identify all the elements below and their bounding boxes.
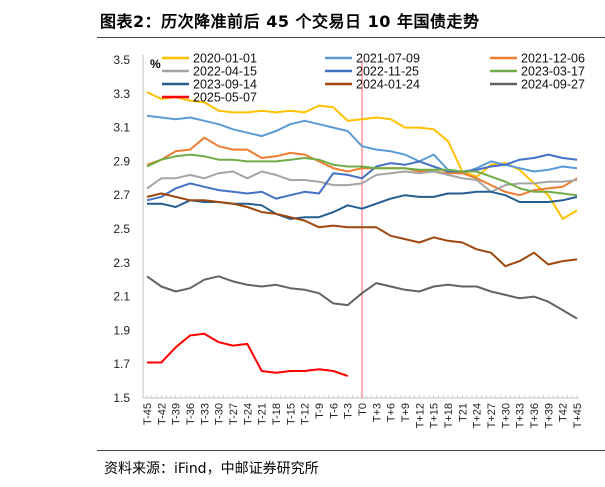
legend-label: 2022-11-25 <box>356 65 419 79</box>
x-tick-label: T21 <box>457 403 469 422</box>
series-line-2020-01-01 <box>146 91 578 220</box>
y-tick-label: 2.5 <box>113 222 130 236</box>
x-tick-label: T-36 <box>185 403 197 425</box>
series-line-2022-04-15 <box>146 170 578 193</box>
series-line-2024-09-27 <box>146 275 578 320</box>
x-tick-label: T-15 <box>285 403 297 425</box>
title-divider <box>97 37 605 38</box>
y-tick-label: 3.3 <box>113 87 130 101</box>
y-tick-label: 2.9 <box>113 154 130 168</box>
x-tick-label: T-18 <box>271 403 283 425</box>
y-tick-label: 2.7 <box>113 188 130 202</box>
x-tick-label: T-21 <box>257 403 269 425</box>
x-tick-label: T-6 <box>328 403 340 419</box>
legend-label: 2024-09-27 <box>521 78 585 92</box>
y-tick-label: 1.7 <box>113 357 130 371</box>
legend-label: 2021-12-06 <box>521 52 585 66</box>
x-tick-label: T-9 <box>314 403 326 419</box>
x-tick-label: T-42 <box>156 403 168 425</box>
x-tick-label: T+24 <box>472 403 484 428</box>
y-tick-label: 2.3 <box>113 256 130 270</box>
y-tick-label: 3.5 <box>113 53 130 67</box>
legend-label: 2024-01-24 <box>356 78 420 92</box>
x-tick-label: T+6 <box>386 403 398 422</box>
series-line-2021-12-06 <box>146 136 578 197</box>
x-tick-label: T-24 <box>242 403 254 425</box>
y-tick-label: 1.5 <box>113 391 130 405</box>
x-tick-label: T-45 <box>142 403 154 425</box>
x-tick-label: T+15 <box>429 403 441 428</box>
source-note: 资料来源：iFind，中邮证券研究所 <box>104 461 319 477</box>
x-tick-label: T42 <box>558 403 570 422</box>
x-tick-label: T-33 <box>199 403 211 425</box>
x-tick-label: T+30 <box>500 403 512 428</box>
x-tick-label: T+45 <box>572 403 584 428</box>
x-tick-label: T+33 <box>515 403 527 428</box>
series-line-2025-05-07 <box>147 332 349 377</box>
x-tick-label: T-3 <box>343 403 355 419</box>
legend-label: 2021-07-09 <box>356 52 420 66</box>
x-tick-label: T+9 <box>400 403 412 422</box>
legend-label: 2023-09-14 <box>193 78 257 92</box>
x-tick-label: T0 <box>357 403 369 416</box>
x-tick-label: T+18 <box>443 403 455 428</box>
x-tick-label: T+39 <box>543 403 555 428</box>
x-tick-label: T-27 <box>228 403 240 425</box>
x-tick-label: T+36 <box>529 403 541 428</box>
y-tick-label: 1.9 <box>113 323 130 337</box>
x-tick-label: T-30 <box>214 403 226 425</box>
legend-label: 2020-01-01 <box>193 52 257 66</box>
y-unit-label: % <box>150 57 161 71</box>
x-tick-label: T+27 <box>486 403 498 428</box>
series-line-2023-03-17 <box>146 153 578 197</box>
figure-title: 图表2：历次降准前后 45 个交易日 10 年国债走势 <box>100 12 480 31</box>
legend-label: 2025-05-07 <box>193 91 257 105</box>
footer-divider <box>97 450 605 451</box>
x-tick-label: T-12 <box>300 403 312 425</box>
y-tick-label: 3.1 <box>113 121 130 135</box>
x-tick-label: T-39 <box>171 403 183 425</box>
x-tick-label: T+12 <box>414 403 426 428</box>
x-tick-label: T+3 <box>371 403 383 422</box>
legend-label: 2023-03-17 <box>521 65 585 79</box>
legend-label: 2022-04-15 <box>193 65 257 79</box>
y-tick-label: 2.1 <box>113 290 130 304</box>
